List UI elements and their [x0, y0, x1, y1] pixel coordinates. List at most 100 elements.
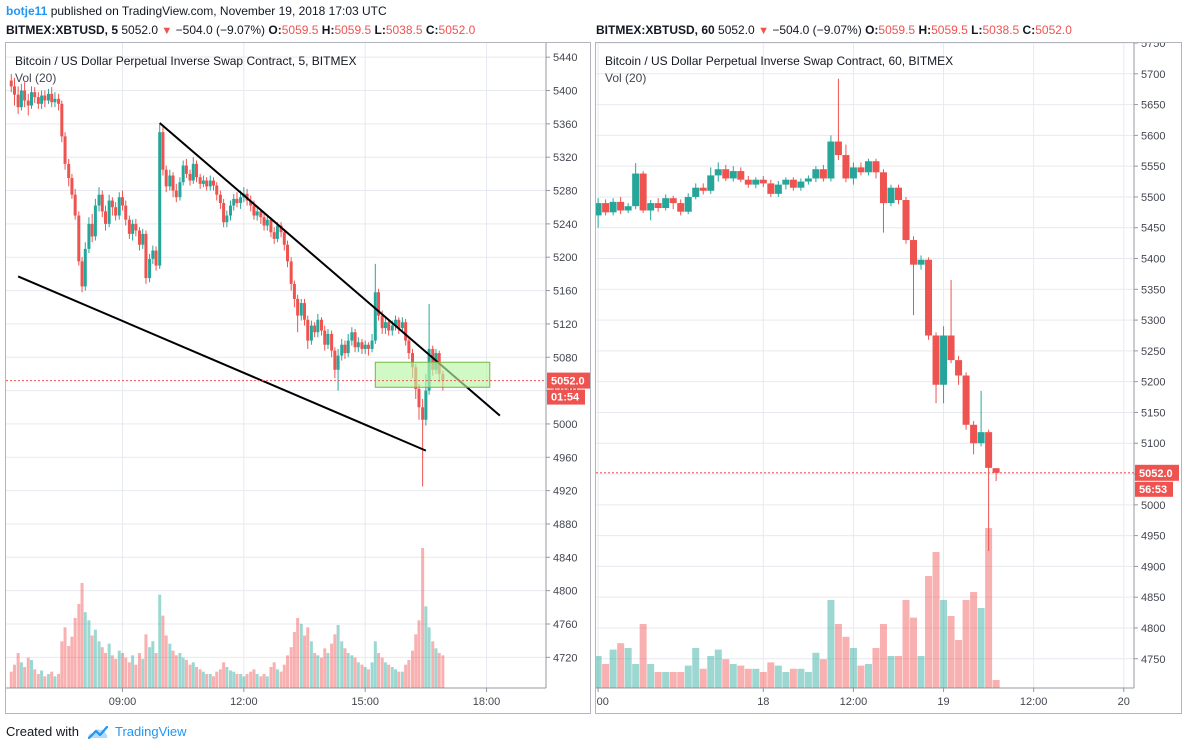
candle-body: [23, 90, 27, 101]
last-price-tag: [547, 372, 590, 389]
candle-body: [326, 333, 330, 345]
candle-body: [40, 95, 44, 104]
chart-panel-60m[interactable]: 4750480048504900495050005050510051505200…: [595, 42, 1182, 714]
y-tick-label: 5240: [553, 219, 577, 231]
volume-bar: [174, 655, 178, 688]
volume-bar: [306, 627, 310, 688]
volume-bar: [60, 641, 64, 688]
tradingview-link[interactable]: TradingView: [114, 724, 187, 739]
candle-body: [218, 194, 222, 204]
volume-bar: [887, 656, 895, 688]
y-tick-label: 5440: [553, 52, 577, 64]
candle-body: [137, 230, 141, 245]
volume-bar: [225, 667, 229, 688]
candle-body: [141, 233, 145, 245]
volume-bar: [647, 664, 655, 688]
volume-bar: [252, 669, 256, 688]
x-tick-label: 09:00: [109, 696, 137, 708]
candle-body: [73, 194, 77, 216]
candle-body: [714, 169, 722, 176]
volume-bar: [70, 636, 74, 688]
candle-body: [158, 132, 162, 266]
last-price-label: 5052.0: [551, 376, 585, 388]
y-tick-label: 5400: [553, 86, 577, 98]
candle-body: [80, 261, 84, 287]
volume-bar: [168, 643, 172, 688]
candle-body: [232, 198, 236, 206]
candle-body: [104, 211, 108, 224]
volume-bar: [864, 664, 872, 688]
candle-body: [759, 179, 767, 184]
volume-bar: [104, 653, 108, 688]
volume-bar: [171, 650, 175, 688]
volume-bar: [819, 659, 827, 688]
candle-body: [198, 177, 202, 184]
candle-body: [279, 225, 283, 233]
y-tick-label: 5200: [553, 252, 577, 264]
candle-body: [407, 340, 411, 354]
volume-bar: [380, 657, 384, 688]
candle-body: [131, 223, 135, 234]
right-symbol[interactable]: BITMEX:XBTUSD, 60: [596, 23, 715, 37]
candle-body: [380, 315, 384, 329]
y-tick-label: 5300: [1141, 315, 1165, 327]
candle-body: [955, 360, 963, 376]
volume-bar: [259, 676, 263, 688]
countdown-tag: [547, 389, 585, 405]
volume-bar: [178, 653, 182, 688]
volume-bar: [228, 670, 232, 688]
candle-body: [887, 187, 895, 204]
countdown-label: 56:53: [1139, 484, 1167, 496]
volume-bar: [191, 662, 195, 688]
candle-body: [212, 180, 216, 186]
volume-bar: [407, 660, 411, 688]
y-tick-label: 5000: [1141, 500, 1165, 512]
candle-body: [12, 86, 16, 95]
candle-body: [225, 215, 229, 223]
volume-bar: [985, 528, 993, 688]
candle-body: [26, 100, 30, 106]
volume-bar: [366, 669, 370, 688]
candle-body: [110, 200, 114, 208]
candle-body: [296, 298, 300, 316]
chart-title: Bitcoin / US Dollar Perpetual Inverse Sw…: [15, 54, 357, 68]
right-open: 5059.5: [878, 23, 916, 37]
chart-panel-5m[interactable]: 4720476048004840488049204960500050405080…: [5, 42, 591, 714]
volume-bar: [164, 635, 168, 688]
candle-body: [36, 97, 40, 104]
volume-bar: [842, 636, 850, 688]
candle-body: [168, 175, 172, 187]
candle-body: [707, 175, 715, 191]
volume-bar: [275, 669, 279, 688]
volume-bar: [917, 656, 925, 688]
chart-60m-svg[interactable]: 4750480048504900495050005050510051505200…: [596, 43, 1182, 714]
volume-bar: [363, 667, 367, 688]
left-change: −504.0 (−9.07%): [175, 23, 266, 37]
candle-body: [992, 468, 1000, 473]
candle-body: [789, 179, 797, 188]
candle-body: [424, 390, 428, 420]
volume-bar: [632, 664, 640, 688]
volume-bar: [356, 662, 360, 688]
volume-bar: [124, 657, 128, 688]
left-symbol[interactable]: BITMEX:XBTUSD, 5: [6, 23, 119, 37]
candle-body: [289, 261, 293, 284]
volume-bar: [29, 660, 33, 688]
candle-body: [309, 325, 313, 341]
candle-body: [67, 163, 71, 179]
volume-bar: [390, 667, 394, 688]
candle-body: [191, 163, 195, 181]
candle-body: [677, 203, 685, 212]
candle-body: [782, 179, 790, 185]
candle-body: [662, 198, 670, 209]
candle-body: [87, 223, 91, 249]
left-close-label: C:: [425, 23, 439, 37]
candle-body: [383, 322, 387, 329]
candle-body: [127, 219, 131, 234]
chart-5m-svg[interactable]: 4720476048004840488049204960500050405080…: [6, 43, 591, 714]
author-link[interactable]: botje11: [6, 4, 48, 18]
candle-body: [729, 171, 737, 179]
candle-body: [370, 340, 374, 349]
volume-bar: [759, 672, 767, 688]
volume-bar: [397, 671, 401, 688]
